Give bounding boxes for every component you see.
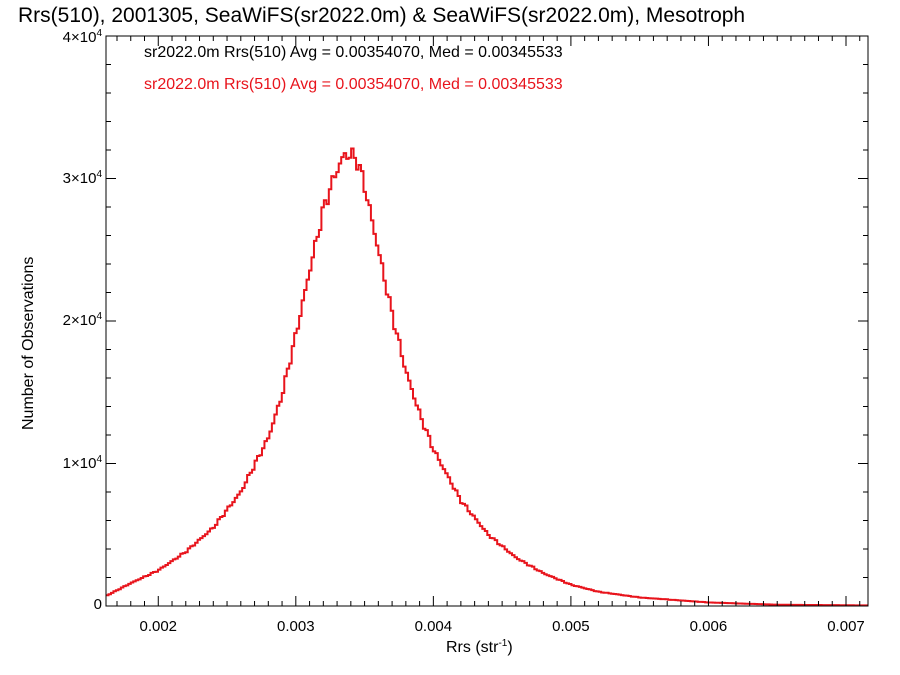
y-tick-mantissa: 3×10 <box>62 169 97 187</box>
y-tick-label: 2×104 <box>63 311 102 329</box>
x-tick-label: 0.004 <box>414 618 453 635</box>
y-tick-exponent: 4 <box>96 453 102 465</box>
y-tick-exponent: 4 <box>96 28 102 39</box>
x-axis-label-exponent: -1 <box>498 638 508 649</box>
y-tick-label: 0 <box>94 596 102 613</box>
chart-title: Rrs(510), 2001305, SeaWiFS(sr2022.0m) & … <box>18 4 746 27</box>
x-tick-label: 0.002 <box>139 618 178 635</box>
y-tick-label: 3×104 <box>63 169 102 187</box>
histogram-series-line <box>106 147 868 607</box>
x-axis-label-text: Rrs (str <box>446 639 499 656</box>
plot-frame <box>105 35 869 607</box>
y-tick-exponent: 4 <box>96 311 102 322</box>
legend-entry-black: sr2022.0m Rrs(510) Avg = 0.00354070, Med… <box>144 44 563 61</box>
y-tick-mantissa: 0 <box>93 596 102 613</box>
y-axis-label: Number of Observations <box>20 256 37 430</box>
y-tick-mantissa: 1×10 <box>62 454 97 472</box>
x-tick-label: 0.006 <box>689 618 728 635</box>
x-axis-label-close: ) <box>507 639 513 656</box>
y-tick-mantissa: 2×10 <box>62 312 97 329</box>
legend-entry-red: sr2022.0m Rrs(510) Avg = 0.00354070, Med… <box>144 76 563 93</box>
x-tick-label: 0.007 <box>827 618 865 635</box>
x-tick-label: 0.005 <box>552 618 590 635</box>
y-tick-mantissa: 4×10 <box>62 29 97 46</box>
y-tick-label: 1×104 <box>63 454 102 472</box>
y-tick-label: 4×104 <box>63 28 102 46</box>
y-tick-exponent: 4 <box>96 168 102 180</box>
x-axis-label: Rrs (str-1) <box>446 638 513 657</box>
x-tick-label: 0.003 <box>277 618 315 635</box>
